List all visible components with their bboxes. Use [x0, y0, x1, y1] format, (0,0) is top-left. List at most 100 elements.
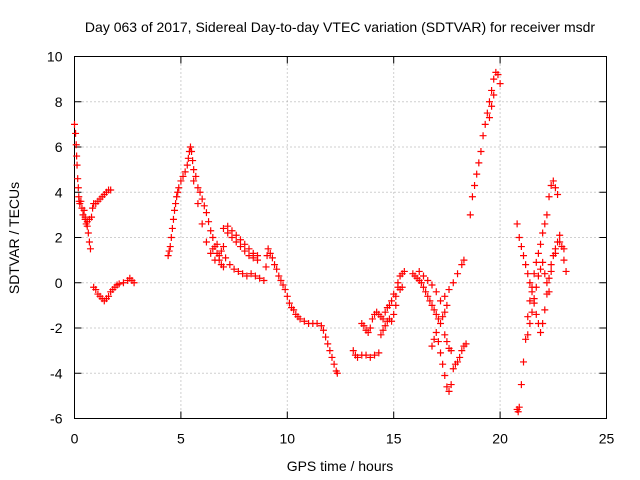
data-point: [422, 288, 430, 296]
data-point: [488, 86, 496, 94]
data-point: [439, 360, 447, 368]
data-point: [458, 261, 466, 269]
data-point: [400, 267, 408, 275]
data-point: [219, 224, 227, 232]
data-point: [224, 222, 232, 230]
data-point: [279, 281, 287, 289]
data-point: [424, 292, 432, 300]
data-point: [262, 263, 270, 271]
data-point: [245, 245, 253, 253]
data-point: [454, 270, 462, 278]
data-point: [513, 220, 521, 228]
data-point: [539, 229, 547, 237]
data-point: [366, 353, 374, 361]
data-point: [92, 286, 100, 294]
data-point: [454, 358, 462, 366]
x-tick-label: 10: [280, 431, 296, 447]
data-point: [215, 252, 223, 260]
data-point: [213, 240, 221, 248]
data-point: [328, 353, 336, 361]
data-point: [236, 236, 244, 244]
data-point: [441, 308, 449, 316]
grid-lines: [74, 56, 607, 419]
data-point: [209, 234, 217, 241]
data-point: [415, 267, 423, 275]
x-tick-label: 15: [386, 431, 402, 447]
data-point: [545, 193, 553, 201]
data-point: [181, 168, 189, 176]
data-point: [447, 347, 455, 355]
data-point: [532, 258, 540, 266]
data-point: [333, 369, 341, 377]
data-point: [556, 238, 564, 246]
data-point: [194, 200, 202, 208]
x-tick-label: 25: [599, 431, 615, 447]
data-point: [460, 256, 468, 264]
data-point: [468, 193, 476, 201]
data-point: [560, 256, 568, 264]
data-point: [547, 267, 555, 275]
data-point: [515, 234, 523, 241]
data-point: [186, 143, 194, 151]
data-point: [72, 141, 80, 149]
data-point: [277, 276, 285, 284]
chart-title: Day 063 of 2017, Sidereal Day-to-day VTE…: [85, 19, 595, 35]
data-point: [300, 317, 308, 325]
data-point: [243, 272, 251, 280]
data-point: [241, 247, 249, 255]
data-point: [443, 383, 451, 391]
data-point: [524, 331, 532, 339]
data-point: [228, 227, 236, 235]
data-point: [543, 279, 551, 287]
data-point: [443, 301, 451, 309]
y-tick-label: -6: [50, 411, 63, 427]
data-point: [377, 331, 385, 339]
data-point: [285, 299, 293, 307]
y-tick-label: 6: [55, 139, 63, 155]
data-point: [89, 204, 97, 212]
data-point: [74, 184, 82, 192]
data-point: [494, 71, 502, 79]
data-point: [164, 252, 172, 260]
data-point: [547, 181, 555, 189]
data-point: [528, 308, 536, 316]
data-point: [388, 317, 396, 325]
data-point: [547, 261, 555, 269]
data-point: [264, 245, 272, 253]
data-point: [543, 211, 551, 219]
data-point: [434, 315, 442, 323]
x-axis-label: GPS time / hours: [287, 458, 394, 474]
data-point: [198, 195, 206, 203]
data-point: [554, 191, 562, 199]
data-point: [539, 319, 547, 327]
data-point: [432, 329, 440, 337]
data-point: [73, 161, 81, 169]
data-point: [86, 245, 94, 253]
y-tick-labels: -6 -4 -2 0 2 4 6 8 10: [47, 49, 63, 427]
data-point: [428, 281, 436, 289]
data-point: [530, 270, 538, 278]
data-point: [177, 177, 185, 185]
data-point: [366, 324, 374, 332]
data-point: [551, 184, 559, 192]
data-point: [184, 154, 192, 162]
data-point: [224, 229, 232, 237]
data-point: [84, 229, 92, 237]
x-tick-label: 0: [71, 431, 79, 447]
data-point: [217, 247, 225, 255]
data-point: [430, 335, 438, 343]
data-point: [549, 177, 557, 185]
data-point: [330, 360, 338, 368]
data-point: [317, 322, 325, 330]
data-point: [526, 279, 534, 287]
data-point: [283, 292, 291, 300]
data-point: [477, 148, 485, 156]
data-point: [222, 254, 230, 262]
data-point: [490, 75, 498, 83]
data-point: [326, 347, 334, 355]
data-point: [77, 197, 85, 205]
data-point: [236, 243, 244, 251]
data-point: [226, 261, 234, 269]
data-point: [515, 403, 523, 411]
